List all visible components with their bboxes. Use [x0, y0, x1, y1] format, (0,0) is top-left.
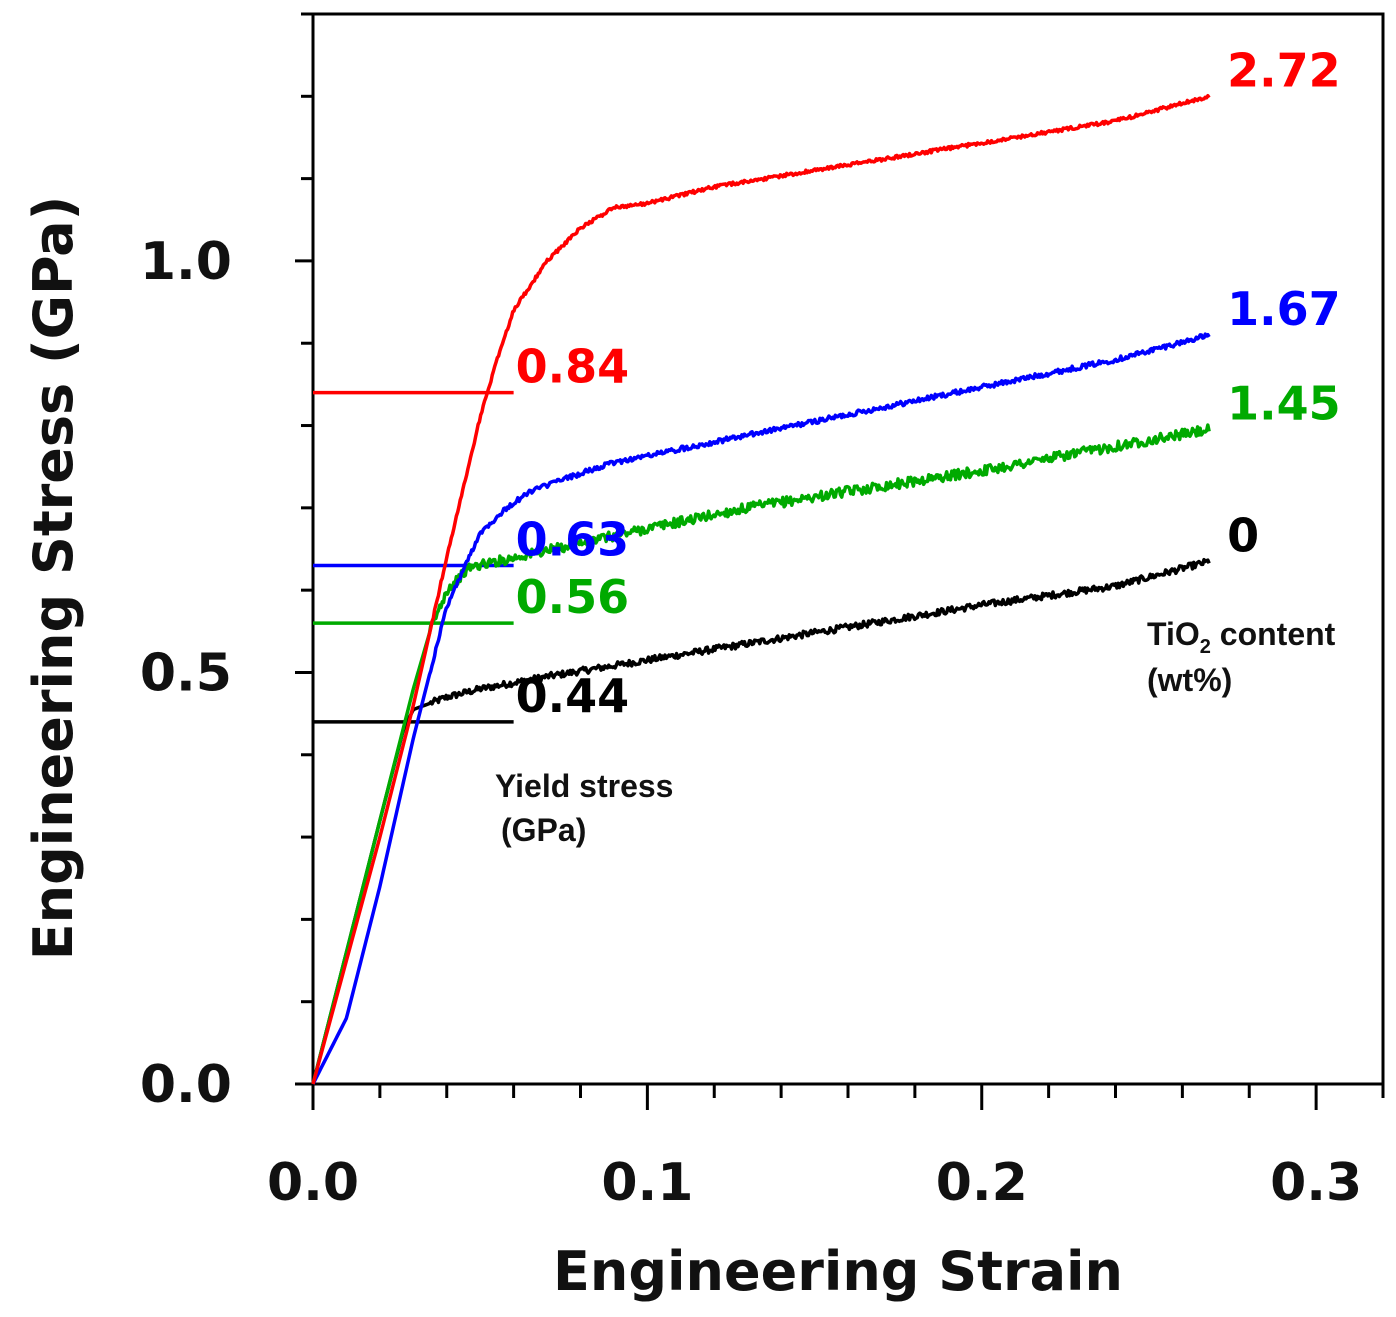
- series-lines: [311, 93, 1211, 1085]
- legend-title: TiO2 content: [1147, 616, 1336, 658]
- legend-title-suffix: content: [1211, 616, 1336, 652]
- x-tick-label: 0.2: [936, 1153, 1028, 1213]
- yield-value-label: 0.56: [516, 570, 630, 624]
- tick-marks: [295, 12, 1385, 1110]
- y-tick-label: 0.0: [140, 1055, 232, 1115]
- y-axis-title: Engineering Stress (GPa): [22, 196, 85, 961]
- y-tick-label: 1.0: [140, 232, 232, 292]
- series-line-2.72: [311, 93, 1211, 1085]
- yield-value-label: 0.44: [516, 669, 630, 723]
- series-end-label: 2.72: [1227, 43, 1341, 97]
- series-line-1.67: [311, 332, 1211, 1085]
- x-axis-title: Engineering Strain: [553, 1240, 1123, 1303]
- yield-annotation-line1: Yield stress: [495, 768, 673, 804]
- series-line-0: [311, 557, 1211, 1085]
- series-end-label: 1.67: [1227, 282, 1341, 336]
- yield-annotation-line2: (GPa): [501, 812, 586, 848]
- x-tick-label: 0.0: [267, 1153, 359, 1213]
- legend-title-line2: (wt%): [1147, 662, 1232, 698]
- yield-value-label: 0.63: [516, 512, 630, 566]
- y-tick-label: 0.5: [140, 643, 232, 703]
- series-end-label: 0: [1227, 508, 1259, 562]
- text-labels: 0.0 0.1 0.2 0.3 0.0 0.5 1.0 0 0.44 1.45 0.56 1.67 0.…: [140, 43, 1362, 1213]
- legend-title-subscript: 2: [1200, 636, 1211, 658]
- x-tick-label: 0.1: [601, 1153, 693, 1213]
- yield-value-label: 0.84: [516, 340, 630, 394]
- series-line-1.45: [311, 423, 1211, 1085]
- x-tick-label: 0.3: [1270, 1153, 1362, 1213]
- legend-title-prefix: TiO: [1147, 616, 1200, 652]
- yield-lines: [313, 390, 514, 724]
- series-end-label: 1.45: [1227, 377, 1341, 431]
